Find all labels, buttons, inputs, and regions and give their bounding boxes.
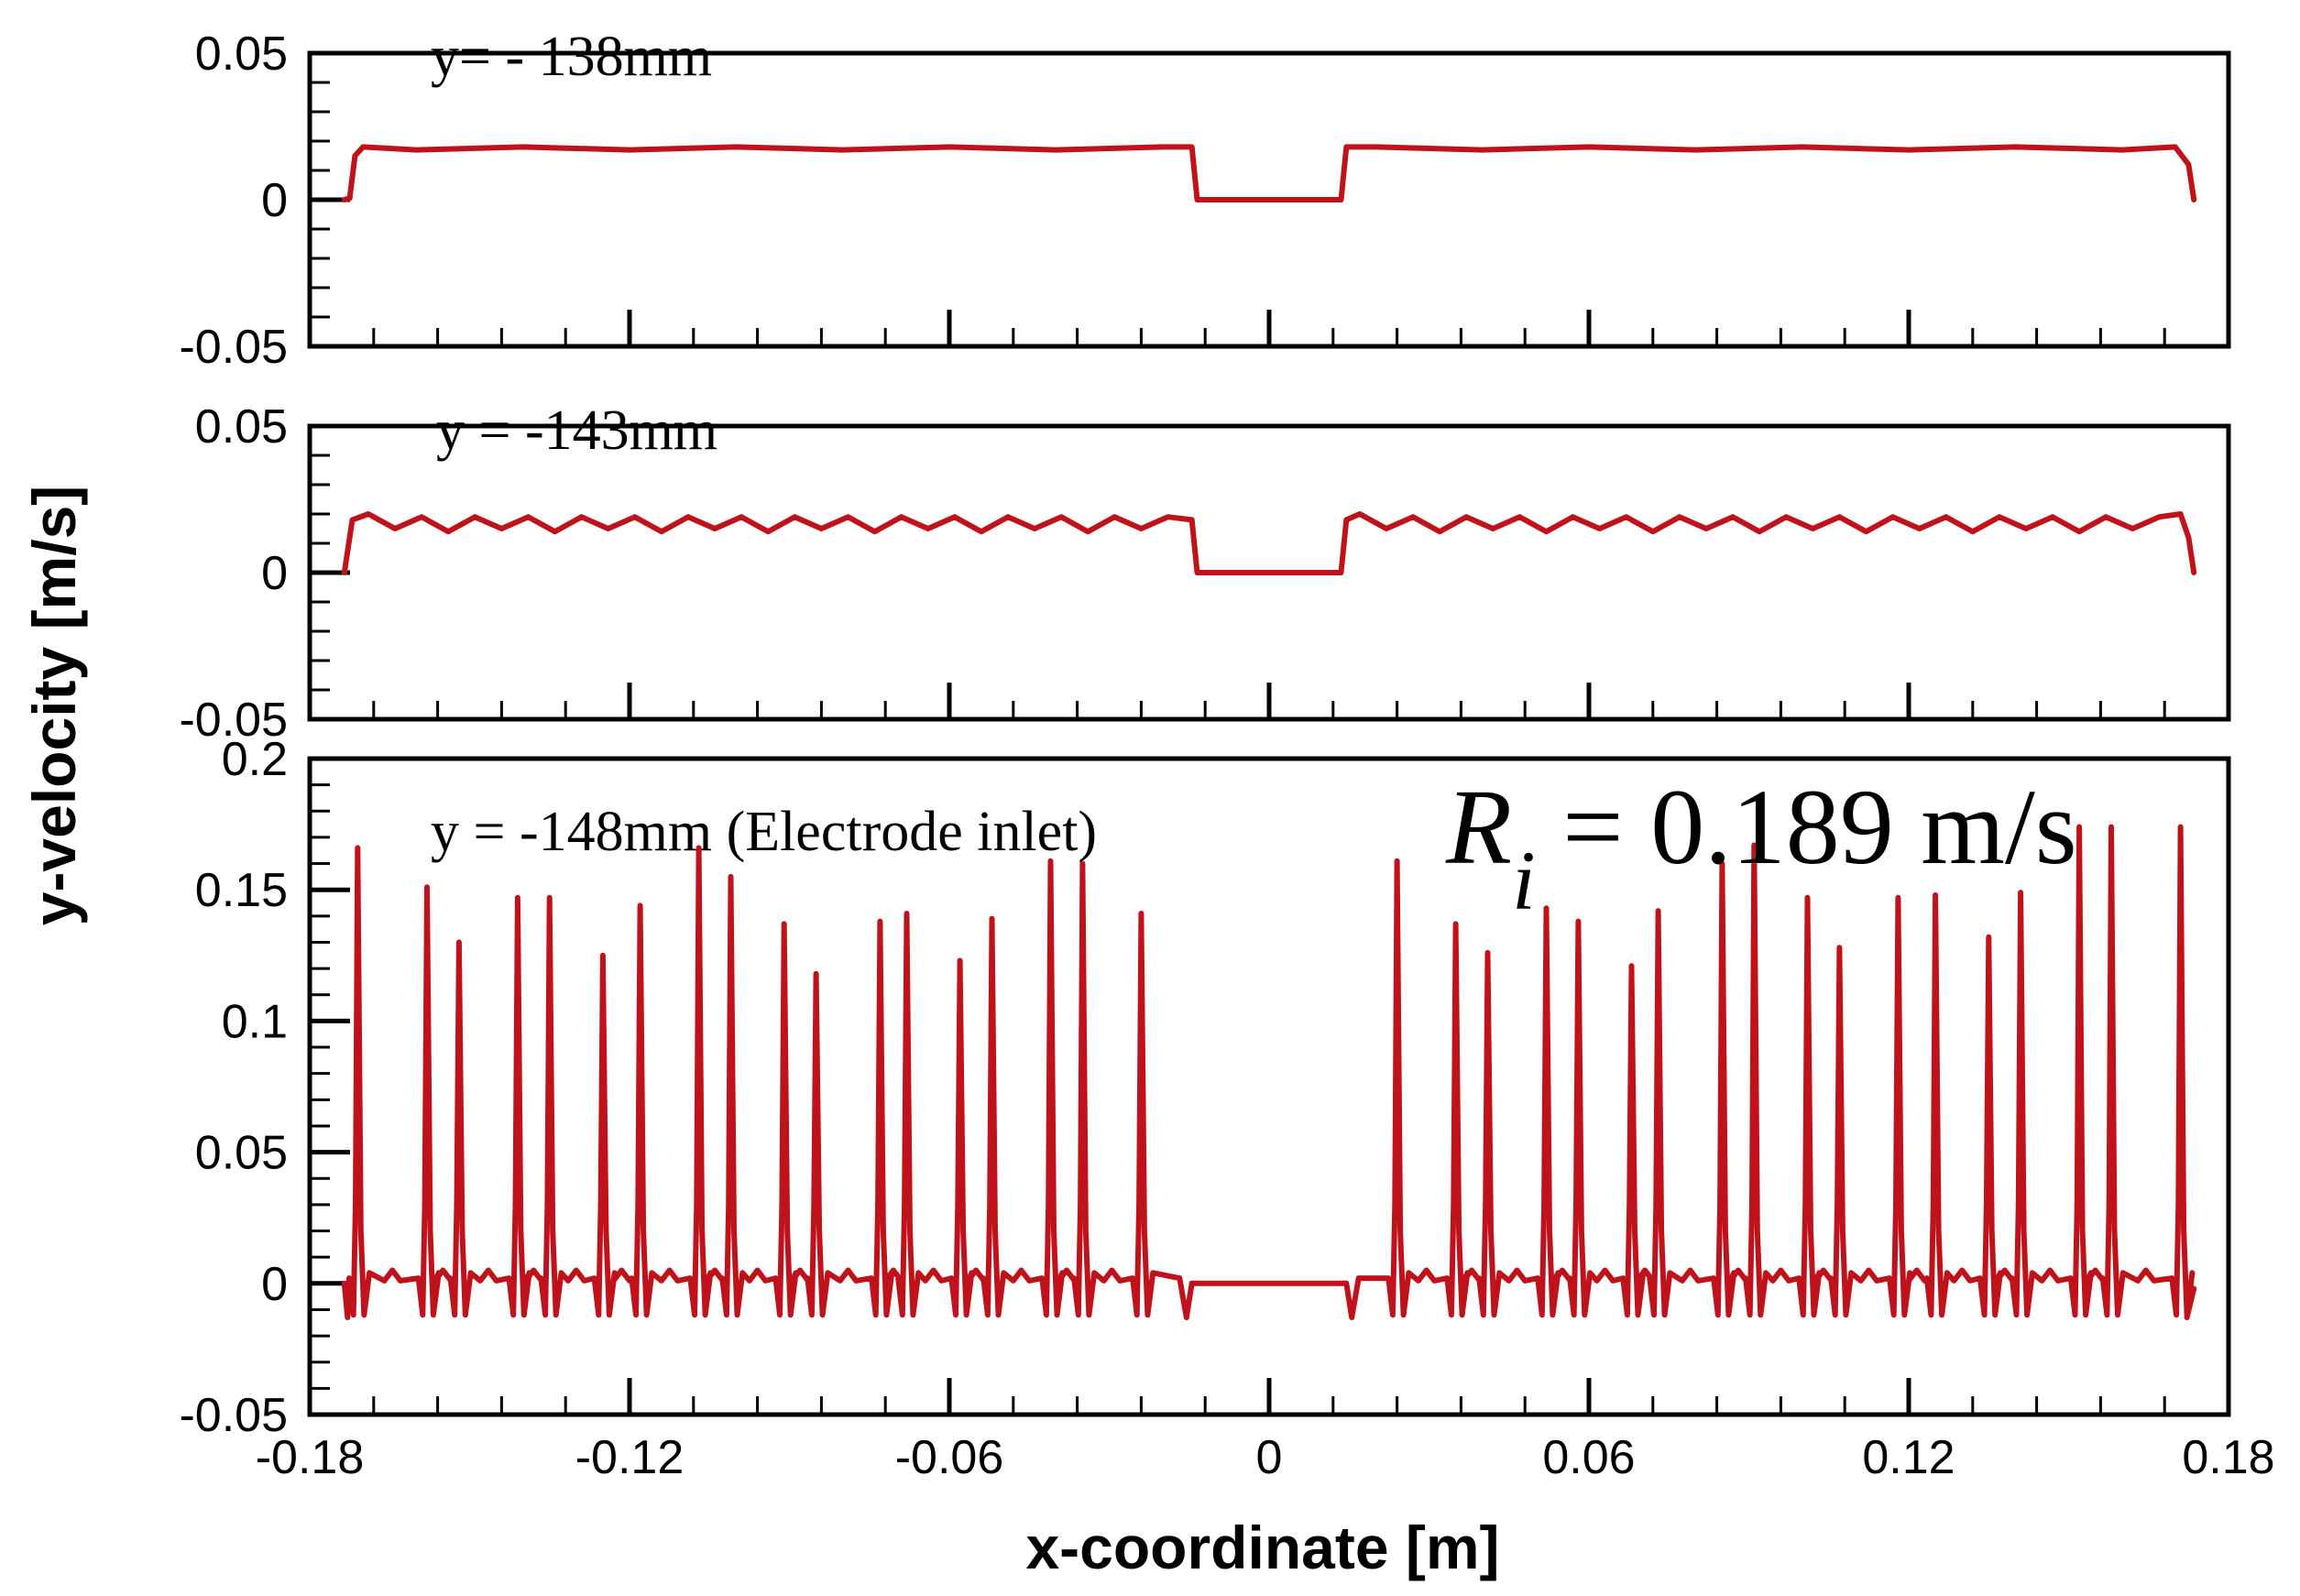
y-tick-label: -0.05 <box>179 321 288 374</box>
panel-2: 0.05 0 -0.05 y = -143mm <box>179 399 2231 747</box>
x-tick-label: 0.06 <box>1542 1431 1635 1484</box>
y-tick-label: 0 <box>261 174 288 227</box>
x-tick-label: 0.12 <box>1862 1431 1955 1484</box>
panel-1: 0.05 0 -0.05 y= - 138mm <box>179 26 2231 374</box>
panel-label: y = -148mm (Electrode inlet) <box>431 801 1097 863</box>
y-tick-label: 0.15 <box>195 864 288 917</box>
ri-subscript: i <box>1512 834 1536 927</box>
y-tick-label: 0.1 <box>222 995 288 1048</box>
y-axis-title: y-velocity [m/s] <box>20 486 88 926</box>
y-tick-label: 0.05 <box>195 400 288 454</box>
y-tick-label: -0.05 <box>179 1389 288 1442</box>
y-tick-label: 0 <box>261 1258 288 1311</box>
x-tick-label: -0.12 <box>575 1431 685 1484</box>
panel-3: 0.2 0.15 0.1 0.05 0 -0.05 y = -148mm (Electrod… <box>179 733 2274 1484</box>
x-tick-label: -0.18 <box>256 1431 365 1484</box>
panel-label: y= - 138mm <box>431 26 712 88</box>
y-tick-label: 0.05 <box>195 27 288 81</box>
y-tick-label: -0.05 <box>179 694 288 747</box>
ri-annotation: Ri = 0.189 m/s <box>1445 767 2077 927</box>
ri-symbol: R <box>1445 767 1512 887</box>
y-tick-label: 0.05 <box>195 1127 288 1180</box>
series-line <box>341 144 2197 202</box>
x-axis-title: x-coordinate [m] <box>1025 1514 1499 1581</box>
x-tick-label: -0.06 <box>895 1431 1004 1484</box>
x-tick-label: 0 <box>1256 1431 1283 1484</box>
y-tick-label: 0.2 <box>222 733 288 786</box>
y-tick-label: 0 <box>261 547 288 600</box>
x-tick-label: 0.18 <box>2182 1431 2274 1484</box>
ri-value: = 0.189 m/s <box>1536 767 2077 887</box>
series-line <box>341 511 2197 575</box>
panel-label: y = -143mm <box>436 399 717 462</box>
series-line <box>341 824 2197 1320</box>
